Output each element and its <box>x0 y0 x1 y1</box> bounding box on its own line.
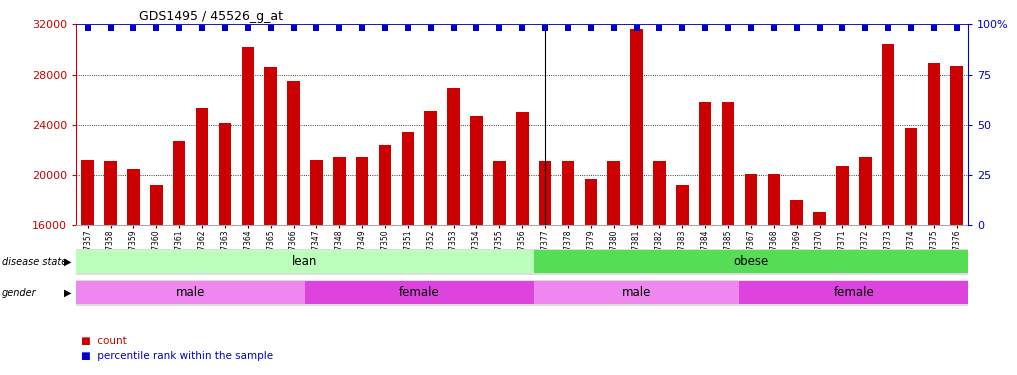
Bar <box>722 102 734 375</box>
Point <box>674 26 691 32</box>
Text: ■  count: ■ count <box>81 336 127 346</box>
Point <box>469 26 485 32</box>
Point <box>377 26 394 32</box>
Bar <box>105 161 117 375</box>
Bar <box>470 116 483 375</box>
Bar <box>534 281 739 304</box>
Text: lean: lean <box>292 255 317 268</box>
Bar <box>81 160 94 375</box>
Point <box>605 26 621 32</box>
Bar <box>607 161 620 375</box>
Point <box>79 26 96 32</box>
Bar <box>287 81 300 375</box>
Text: ▶: ▶ <box>64 257 72 267</box>
Bar <box>882 45 894 375</box>
Text: GDS1495 / 45526_g_at: GDS1495 / 45526_g_at <box>138 10 283 23</box>
Point <box>400 26 416 32</box>
Point <box>514 26 531 32</box>
Bar <box>424 111 437 375</box>
Point <box>537 26 553 32</box>
Bar <box>402 132 414 375</box>
Text: gender: gender <box>2 288 37 298</box>
Point <box>445 26 462 32</box>
Point <box>651 26 667 32</box>
Bar <box>76 250 534 273</box>
Bar <box>195 108 208 375</box>
Point <box>583 26 599 32</box>
Point <box>834 26 850 32</box>
Bar <box>447 88 460 375</box>
Text: male: male <box>621 286 651 299</box>
Point <box>423 26 439 32</box>
Text: disease state: disease state <box>2 257 67 267</box>
Bar <box>173 141 185 375</box>
Text: obese: obese <box>733 255 769 268</box>
Bar <box>534 250 968 273</box>
Point <box>949 26 965 32</box>
Bar <box>264 67 277 375</box>
Bar <box>951 66 963 375</box>
Point <box>332 26 348 32</box>
Point <box>742 26 759 32</box>
Bar <box>333 157 346 375</box>
Bar <box>151 185 163 375</box>
Bar <box>76 281 305 304</box>
Bar <box>905 129 917 375</box>
Point <box>697 26 713 32</box>
Text: ▶: ▶ <box>64 288 72 298</box>
Bar <box>631 29 643 375</box>
Bar <box>859 157 872 375</box>
Point <box>857 26 874 32</box>
Point <box>286 26 302 32</box>
Point <box>148 26 165 32</box>
Bar <box>699 102 712 375</box>
Bar <box>305 281 534 304</box>
Point <box>308 26 324 32</box>
Bar <box>744 174 758 375</box>
Point <box>880 26 896 32</box>
Text: male: male <box>176 286 205 299</box>
Point <box>354 26 370 32</box>
Bar <box>516 112 529 375</box>
Bar <box>127 169 139 375</box>
Point <box>491 26 507 32</box>
Bar <box>739 281 968 304</box>
Point <box>766 26 782 32</box>
Point <box>262 26 279 32</box>
Point <box>217 26 233 32</box>
Point <box>812 26 828 32</box>
Bar <box>836 166 849 375</box>
Bar <box>356 157 368 375</box>
Point <box>925 26 942 32</box>
Text: female: female <box>399 286 439 299</box>
Bar <box>928 63 940 375</box>
Point <box>171 26 187 32</box>
Point <box>788 26 804 32</box>
Bar <box>219 123 231 375</box>
Bar <box>676 185 689 375</box>
Point <box>103 26 119 32</box>
Bar <box>241 47 254 375</box>
Bar <box>768 174 780 375</box>
Point <box>559 26 576 32</box>
Bar <box>561 161 575 375</box>
Bar <box>653 161 666 375</box>
Point <box>240 26 256 32</box>
Point <box>194 26 211 32</box>
Text: ■  percentile rank within the sample: ■ percentile rank within the sample <box>81 351 274 361</box>
Bar <box>378 145 392 375</box>
Point <box>629 26 645 32</box>
Bar <box>493 161 505 375</box>
Text: female: female <box>834 286 875 299</box>
Bar <box>585 178 597 375</box>
Bar <box>310 160 322 375</box>
Bar <box>790 200 803 375</box>
Bar <box>814 213 826 375</box>
Point <box>903 26 919 32</box>
Point <box>720 26 736 32</box>
Bar <box>539 161 551 375</box>
Point <box>125 26 141 32</box>
